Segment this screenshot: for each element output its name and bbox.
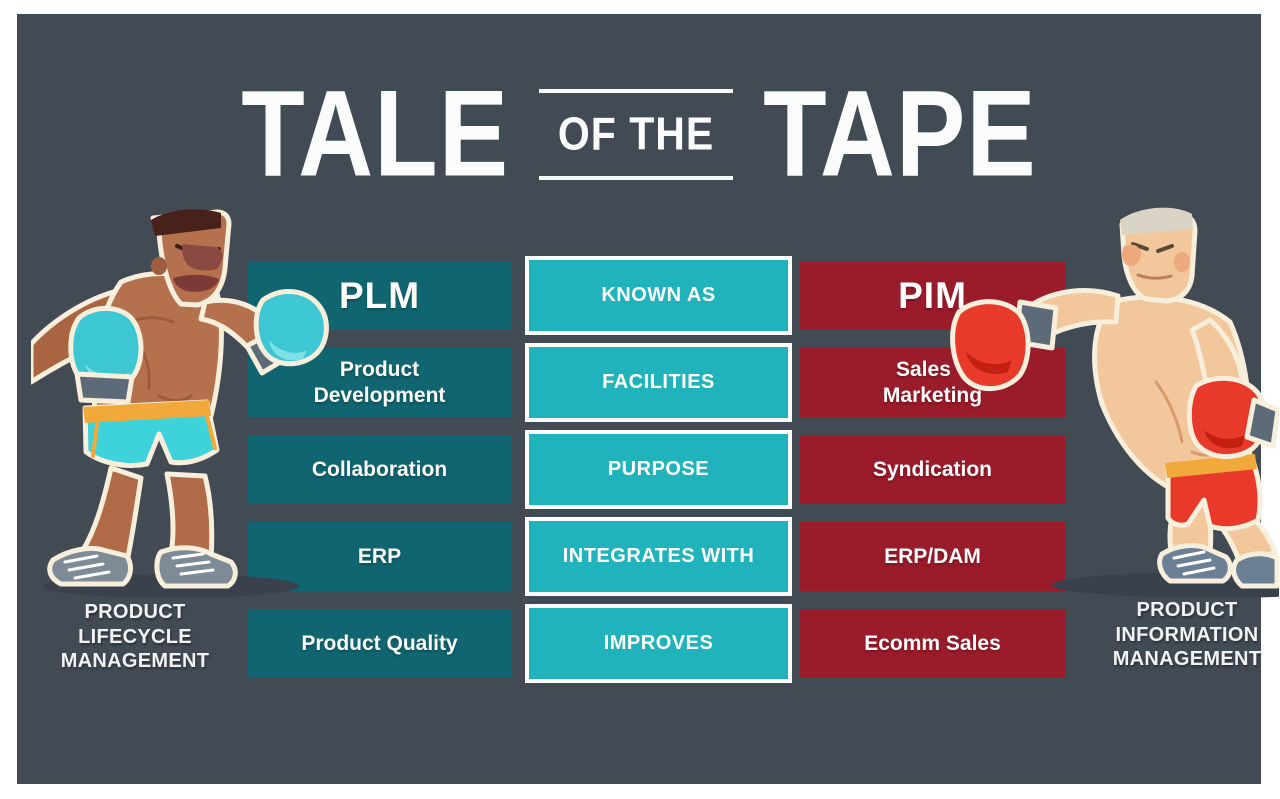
plm-value-cell: Collaboration <box>247 435 512 504</box>
page-title: TALE OF THE TAPE <box>17 73 1261 196</box>
plm-value-cell: Product Development <box>247 348 512 417</box>
title-of-the-text: OF THE <box>557 107 715 160</box>
category-cell: IMPROVES <box>525 604 792 683</box>
table-row: Collaboration PURPOSE Syndication <box>247 430 1067 509</box>
table-row: Product Quality IMPROVES Ecomm Sales <box>247 604 1067 683</box>
pim-value-cell: Ecomm Sales <box>800 609 1065 678</box>
left-boxer-illustration <box>31 209 329 598</box>
title-of-the-block: OF THE <box>539 88 734 180</box>
table-row: Product Development FACILITIES Sales + M… <box>247 343 1067 422</box>
category-cell: PURPOSE <box>525 430 792 509</box>
title-word-tape: TAPE <box>763 65 1037 203</box>
comparison-table: PLM KNOWN AS PIM Product Development FAC… <box>247 256 1067 691</box>
pim-value-cell: Syndication <box>800 435 1065 504</box>
category-cell: KNOWN AS <box>525 256 792 335</box>
plm-value-cell: Product Quality <box>247 609 512 678</box>
background-panel: TALE OF THE TAPE PLM KNOWN AS PIM Produc… <box>17 14 1279 784</box>
title-word-tale: TALE <box>241 65 510 203</box>
plm-caption: PRODUCT LIFECYCLE MANAGEMENT <box>60 601 210 672</box>
right-boxer-illustration <box>950 207 1279 598</box>
pim-caption: PRODUCT INFORMATION MANAGEMENT <box>1112 599 1262 670</box>
table-row: ERP INTEGRATES WITH ERP/DAM <box>247 517 1067 596</box>
category-cell: FACILITIES <box>525 343 792 422</box>
plm-value-cell: ERP <box>247 522 512 591</box>
category-cell: INTEGRATES WITH <box>525 517 792 596</box>
pim-value-cell: ERP/DAM <box>800 522 1065 591</box>
